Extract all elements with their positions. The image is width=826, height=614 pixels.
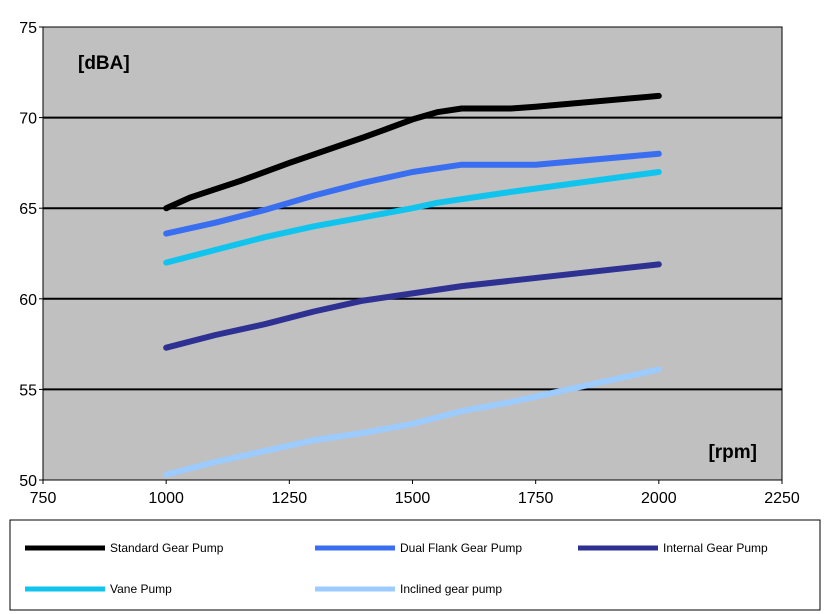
series-line-4 [163,169,662,266]
y-tick-label: 70 [19,111,37,128]
x-tick-label: 750 [30,490,57,507]
series-lines [163,92,662,478]
legend-label-4: Vane Pump [110,582,172,596]
x-tick-label: 1750 [518,490,554,507]
x-tick-label: 1500 [395,490,431,507]
y-tick-label: 75 [19,20,37,37]
x-tick-label: 1250 [272,490,308,507]
series-line-3 [163,261,662,351]
x-tick-label: 1000 [148,490,184,507]
y-tick-label: 50 [19,473,37,490]
y-tick-label: 60 [19,292,37,309]
y-tick-label: 65 [19,201,37,218]
legend-box [9,519,821,611]
y-axis-title: [dBA] [78,53,130,74]
series-line-5 [163,366,662,478]
legend-label-3: Internal Gear Pump [663,541,768,555]
legend-label-2: Dual Flank Gear Pump [400,541,522,555]
y-tick-labels: 50 55 60 65 70 75 [19,20,43,490]
plot-area [42,26,783,481]
legend: Standard Gear Pump Dual Flank Gear Pump In… [9,519,821,611]
legend-label-1: Standard Gear Pump [110,541,224,555]
legend-label-5: Inclined gear pump [400,582,502,596]
y-tick-label: 55 [19,382,37,399]
series-line-2 [163,150,662,237]
series-line-1 [163,92,662,212]
x-tick-labels: 750 1000 1250 1500 1750 2000 2250 [30,480,800,507]
x-axis-title: [rpm] [708,442,757,463]
x-tick-label: 2000 [641,490,677,507]
x-tick-label: 2250 [764,490,800,507]
